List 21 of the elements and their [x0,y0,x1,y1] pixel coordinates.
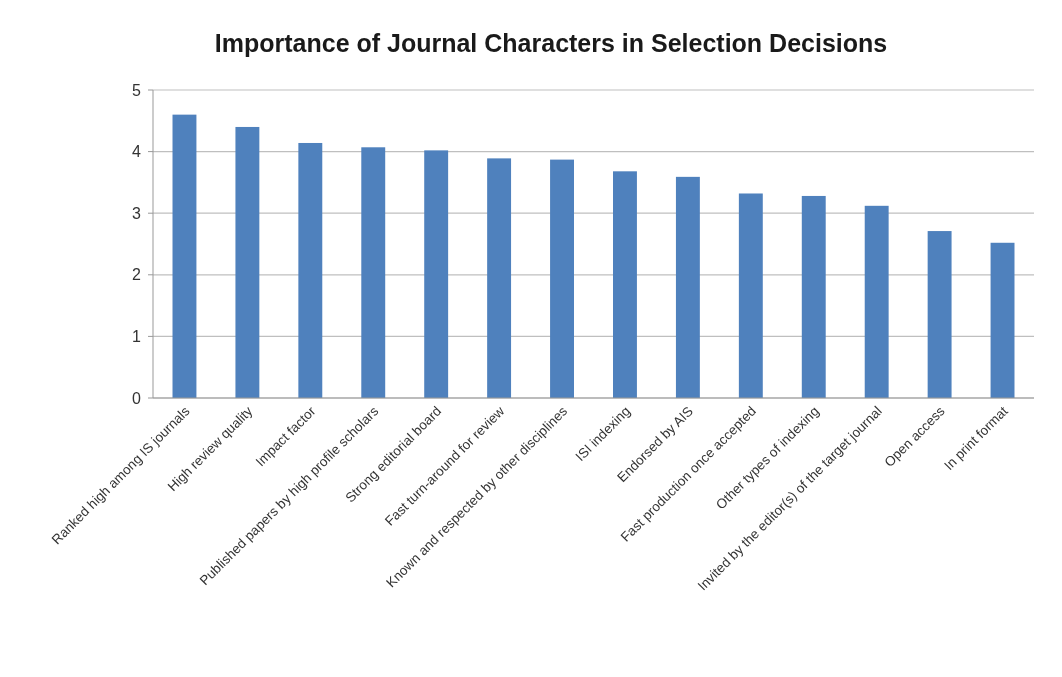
y-tick-label: 5 [132,81,142,99]
bar [424,150,449,398]
y-tick-label: 0 [132,389,142,407]
bar [235,126,260,398]
bar [361,147,386,398]
bar [738,193,763,398]
bar [864,205,889,398]
y-tick-label: 4 [132,143,142,161]
y-tick-label: 2 [132,266,142,284]
bar [801,195,826,398]
y-tick-label: 1 [132,328,142,345]
chart-title: Importance of Journal Characters in Selection Decisions [214,29,888,57]
y-tick-label: 3 [132,204,142,222]
bar [550,159,574,398]
bar [172,114,197,398]
bar [298,142,323,398]
bar [927,231,952,398]
bar [675,176,700,398]
bar [990,242,1015,398]
bar [487,158,512,398]
bar [613,171,637,398]
